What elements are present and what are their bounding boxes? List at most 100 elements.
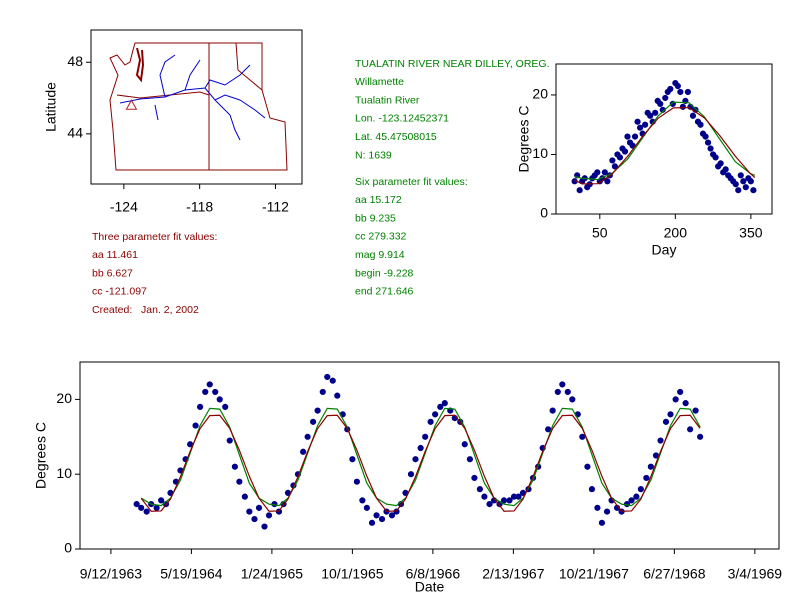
data-point — [624, 133, 631, 140]
y-axis-label: Degrees C — [516, 106, 532, 173]
data-point — [334, 392, 341, 399]
info-line: Lat. 45.47508015 — [355, 131, 437, 143]
x-axis-label: Date — [415, 579, 445, 595]
puget-sound — [135, 47, 145, 83]
data-point — [692, 407, 699, 414]
data-point — [637, 486, 644, 493]
info-line: cc -121.097 — [92, 286, 147, 298]
data-point — [611, 163, 619, 170]
data-point — [251, 515, 258, 523]
data-point — [246, 508, 253, 515]
data-point — [709, 151, 717, 158]
data-point — [275, 508, 283, 515]
data-point — [545, 426, 552, 433]
data-point — [143, 508, 150, 515]
data-point — [368, 519, 376, 526]
data-point — [745, 175, 752, 182]
data-point — [740, 178, 747, 185]
y-tick-label: 44 — [67, 125, 83, 141]
data-point — [644, 109, 651, 116]
data-point — [261, 523, 268, 530]
data-point — [598, 519, 606, 526]
data-point — [412, 456, 419, 463]
y-tick-label: 20 — [532, 86, 548, 102]
state-borders — [109, 42, 288, 171]
data-point — [715, 163, 722, 170]
data-point — [192, 422, 199, 429]
data-point — [363, 504, 370, 511]
info-line: bb 9.235 — [355, 212, 396, 224]
data-point — [604, 178, 611, 185]
data-point — [662, 418, 670, 425]
data-point — [319, 388, 326, 396]
info-line: mag 9.914 — [355, 249, 405, 261]
data-point — [647, 463, 654, 470]
y-axis-label: Degrees C — [33, 422, 49, 489]
fit-line — [574, 106, 756, 185]
data-point — [667, 411, 674, 418]
x-tick-label: 6/27/1968 — [643, 566, 705, 582]
x-tick-label: 2/13/1967 — [482, 566, 544, 582]
data-point — [682, 400, 689, 407]
info-line: aa 15.172 — [355, 194, 402, 206]
data-point — [631, 133, 639, 140]
data-point — [601, 169, 608, 176]
data-point — [481, 493, 488, 500]
data-point — [226, 437, 233, 444]
data-point — [619, 145, 626, 152]
fit-line — [140, 407, 701, 507]
x-tick-label: 200 — [664, 225, 688, 241]
data-point — [437, 403, 444, 410]
data-point — [241, 493, 248, 500]
info-line: TUALATIN RIVER NEAR DILLEY, OREG. — [355, 58, 550, 70]
data-point — [500, 497, 508, 504]
data-point — [679, 103, 686, 110]
data-point — [689, 112, 697, 119]
data-point — [231, 463, 238, 470]
fit-line — [574, 101, 756, 181]
data-point — [329, 377, 336, 384]
info-line: bb 6.627 — [92, 267, 133, 279]
x-tick-label: 10/1/1965 — [321, 566, 383, 582]
data-point — [314, 407, 321, 414]
data-point — [704, 139, 712, 146]
data-point — [603, 508, 611, 515]
info-line: Lon. -123.12452371 — [355, 113, 449, 125]
data-point — [393, 508, 400, 515]
data-point — [636, 124, 644, 131]
data-point — [594, 504, 601, 511]
data-point — [300, 448, 307, 455]
y-tick-label: 0 — [540, 205, 548, 221]
data-point — [725, 172, 732, 179]
station-marker — [125, 99, 138, 110]
y-tick-label: 10 — [56, 465, 72, 481]
data-point — [153, 504, 160, 511]
data-point — [373, 512, 380, 519]
data-point — [471, 474, 478, 482]
map-outlines — [109, 42, 288, 171]
x-axis-label: Day — [652, 242, 677, 258]
info-line: Tualatin River — [355, 94, 420, 106]
data-point — [324, 373, 331, 381]
data-point — [564, 388, 571, 396]
data-point — [133, 501, 140, 508]
y-tick-label: 0 — [64, 540, 72, 556]
data-point — [222, 403, 229, 410]
data-point — [549, 407, 556, 414]
x-tick-label: -112 — [262, 199, 289, 215]
plot-frame — [79, 361, 780, 550]
data-point — [614, 151, 621, 158]
y-tick-label: 10 — [532, 145, 548, 161]
x-tick-label: 5/19/1964 — [160, 566, 222, 582]
data-point — [737, 172, 744, 179]
data-point — [216, 396, 223, 403]
data-point — [579, 433, 586, 440]
data-point — [353, 478, 360, 485]
data-point — [687, 426, 694, 433]
data-point — [196, 403, 204, 410]
x-tick-label: -124 — [110, 199, 138, 215]
data-point — [310, 418, 317, 425]
data-point — [589, 175, 596, 182]
data-point — [441, 400, 448, 407]
data-point — [304, 433, 311, 440]
